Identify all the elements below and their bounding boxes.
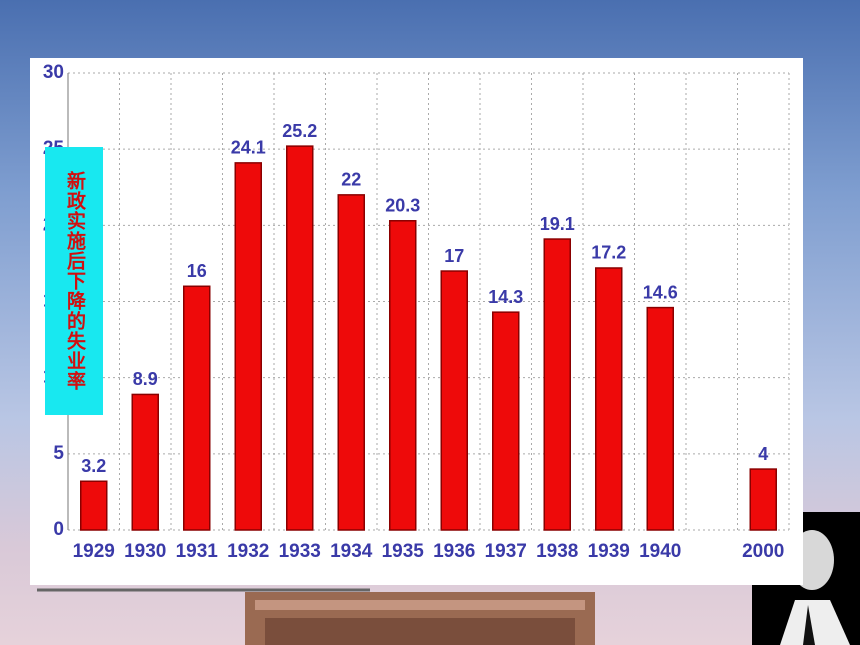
data-label: 22 (341, 170, 361, 190)
bar (595, 267, 623, 531)
x-tick-label: 1932 (227, 541, 269, 562)
annotation: 新政实施后下降的失业率 (45, 147, 103, 415)
x-tick-label: 1931 (176, 541, 219, 562)
data-label: 24.1 (231, 138, 266, 158)
x-tick-label: 1933 (279, 541, 321, 562)
data-label: 19.1 (540, 214, 575, 234)
building (245, 592, 595, 645)
bar (389, 220, 417, 531)
data-label: 8.9 (133, 369, 158, 389)
bar (492, 311, 520, 531)
data-label: 20.3 (385, 196, 420, 216)
data-label: 17 (444, 246, 464, 266)
bar (286, 145, 314, 531)
x-tick-label: 1937 (485, 541, 527, 562)
y-tick-label: 30 (43, 62, 64, 83)
x-tick-label: 1935 (382, 541, 425, 562)
x-tick-label: 1939 (588, 541, 630, 562)
data-label: 25.2 (282, 121, 317, 141)
x-tick-label: 1934 (330, 541, 373, 562)
x-tick-label: 1929 (73, 541, 115, 562)
x-tick-label: 2000 (742, 541, 784, 562)
bar (234, 162, 262, 531)
y-tick-label: 0 (53, 519, 64, 540)
bar (337, 194, 365, 531)
y-tick-label: 5 (53, 443, 64, 464)
bar (80, 480, 108, 531)
bar (440, 270, 468, 531)
data-label: 4 (758, 444, 768, 464)
data-label: 16 (187, 261, 207, 281)
data-label: 17.2 (591, 243, 626, 263)
data-label: 14.6 (643, 282, 678, 302)
x-tick-label: 1930 (124, 541, 166, 562)
x-tick-label: 1940 (639, 541, 681, 562)
data-label: 14.3 (488, 287, 523, 307)
bar (646, 306, 674, 531)
bar (749, 468, 777, 531)
bar (183, 285, 211, 531)
bar (131, 393, 159, 531)
x-tick-label: 1936 (433, 541, 475, 562)
bar (543, 238, 571, 531)
data-label: 3.2 (81, 456, 106, 476)
x-tick-label: 1938 (536, 541, 578, 562)
